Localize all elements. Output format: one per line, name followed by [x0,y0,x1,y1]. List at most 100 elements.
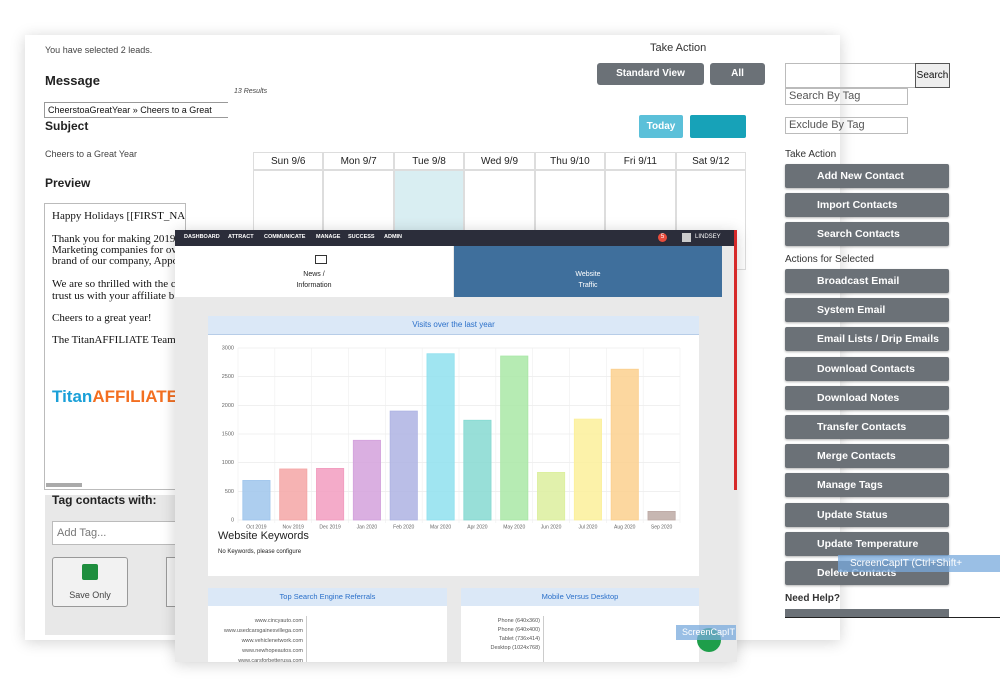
tab-label: News / [303,271,325,278]
bar [279,468,308,521]
search-button[interactable]: Search [915,63,950,88]
tag-label: Tag contacts with: [52,493,157,507]
day-header: Sat 9/12 [675,152,746,170]
y-tick-label: 2000 [222,403,234,409]
logo-part: Titan [52,387,93,406]
day-header: Thu 9/10 [534,152,606,170]
bar [610,368,639,521]
y-tick-label: 1000 [222,460,234,466]
tab-label: Traffic [578,282,598,289]
nav-item[interactable]: COMMUNICATE [264,234,306,240]
tag-input[interactable]: Add Tag... [52,521,186,545]
bar [389,410,418,521]
card-title: Mobile Versus Desktop [461,588,699,606]
nav-buttons[interactable] [690,115,746,138]
avatar [682,233,691,242]
action-button[interactable]: Merge Contacts [785,444,949,469]
x-tick-label: Apr 2020 [467,524,488,530]
tab-icon [315,255,327,264]
x-tick-label: Feb 2020 [393,524,414,530]
referrals-card: Top Search Engine Referrals www.cincyaut… [208,588,447,662]
tab[interactable]: News / Information [175,246,453,297]
selection-note: You have selected 2 leads. [45,45,153,55]
bar [352,439,381,521]
watermark: ScreenCapIT (Ctrl+Shift+ [838,555,1000,572]
action-button[interactable]: System Email [785,298,949,323]
preview-label: Preview [45,176,91,190]
preview-line: brand of our company, Appo [52,255,179,267]
preview-line: We are so thrilled with the c [52,278,176,290]
logo: TitanAFFILIATE [52,387,178,407]
subject-label: Subject [45,119,89,133]
card-title: Top Search Engine Referrals [208,588,447,606]
preview-line: trust us with your affiliate b [52,290,175,302]
device-label: Phone (640x360) [497,618,540,624]
action-button[interactable]: Import Contacts [785,193,949,217]
section-heading: Need Help? [785,593,841,604]
action-button[interactable]: Broadcast Email [785,269,949,293]
day-header: Tue 9/8 [393,152,465,170]
action-button[interactable]: Transfer Contacts [785,415,949,439]
action-button[interactable]: Email Lists / Drip Emails [785,327,949,352]
bar [500,355,529,521]
tag-select[interactable]: Exclude By Tag [785,117,908,134]
scrollbar [46,483,82,487]
today-button[interactable]: Today [639,115,683,138]
y-tick-label: 0 [231,517,234,523]
take-action: Take Action [650,42,707,54]
site-label: www.usedcarsgainesvillega.com [223,628,303,634]
bar [537,472,566,521]
site-label: www.cincyauto.com [254,618,303,624]
accent-bar [734,230,737,490]
search-input[interactable] [785,63,917,88]
x-tick-label: Mar 2020 [430,524,451,530]
nav-item[interactable]: SUCCESS [348,234,375,240]
x-tick-label: Oct 2019 [246,524,267,530]
all-button[interactable]: All [710,63,765,85]
action-button[interactable]: Download Notes [785,385,949,410]
x-tick-label: May 2020 [503,524,525,530]
action-button[interactable]: Download Contacts [785,356,949,381]
site-label: www.vehiclenetwork.com [241,638,303,644]
device-label: Phone (640x400) [497,627,540,633]
day-header: Sun 9/6 [253,152,324,170]
tab-label: Website [575,271,601,278]
view-button[interactable]: Standard View [597,63,704,85]
nav-item[interactable]: MANAGE [316,234,341,240]
nav-item[interactable]: ATTRACT [228,234,254,240]
site-label: www.carsforbetterusa.com [238,658,303,662]
x-tick-label: Aug 2020 [614,524,636,530]
action-button[interactable]: Manage Tags [785,473,949,498]
action-button[interactable]: Search Contacts [785,222,949,246]
x-tick-label: Nov 2019 [283,524,305,530]
nav-item[interactable]: ADMIN [384,234,403,240]
device-label: Desktop (1024x768) [490,645,540,651]
preview-line: Marketing companies for ov [52,244,177,256]
preview-box: TitanAFFILIATE Happy Holidays [[FIRST_NA… [44,203,186,490]
save-button[interactable]: Save Only [52,557,128,607]
save-label: Save Only [69,590,111,600]
action-button[interactable]: Update Temperature [785,531,949,556]
devices-card: Mobile Versus Desktop Phone (640x360) Pho… [461,588,699,662]
y-tick-label: 3000 [222,345,234,351]
message-select[interactable]: CheerstoaGreatYear » Cheers to a Great [44,102,249,118]
preview-line: Thank you for making 2019 [52,233,176,245]
nav-item[interactable]: DASHBOARD [184,234,220,240]
section-heading: Take Action [785,149,837,160]
alert-badge[interactable]: 5 [658,233,667,242]
keywords-note: No Keywords, please configure [218,549,302,555]
divider [785,617,1000,618]
button[interactable] [785,609,949,618]
tab[interactable]: Website Traffic [454,246,722,297]
day-header: Fri 9/11 [605,152,676,170]
bar [316,467,345,521]
action-button[interactable]: Add New Contact [785,164,949,188]
logo-part: AFFILIATE [92,387,178,406]
chart-card: Visits over the last year 0 500 1000 1500 20… [208,316,699,576]
tag-select[interactable]: Search By Tag [785,88,908,105]
keywords-title: Website Keywords [218,530,309,542]
x-tick-label: Jul 2020 [578,524,597,530]
action-button[interactable]: Update Status [785,502,949,527]
user-name[interactable]: LINDSEY [695,234,721,240]
